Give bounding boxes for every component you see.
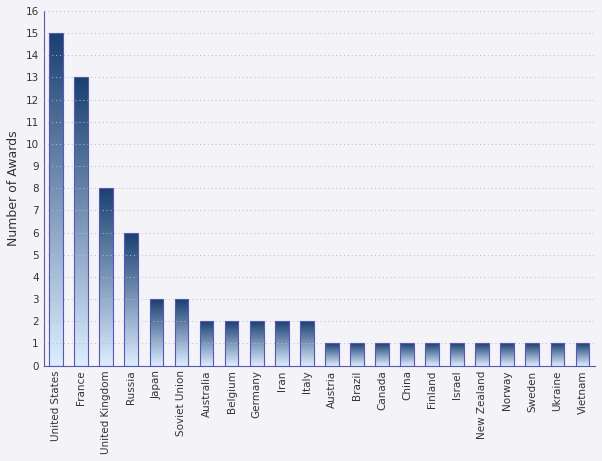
Bar [49,33,63,366]
Bar [476,343,489,366]
Bar [400,343,414,366]
Bar [74,77,88,366]
Bar [99,188,113,366]
Y-axis label: Number of Awards: Number of Awards [7,130,20,246]
Bar [375,343,389,366]
Bar [350,343,364,366]
Bar [325,343,339,366]
Bar [526,343,539,366]
Bar [425,343,439,366]
Bar [149,299,163,366]
Bar [450,343,464,366]
Bar [225,321,238,366]
Bar [576,343,589,366]
Bar [500,343,514,366]
Bar [200,321,214,366]
Bar [300,321,314,366]
Bar [275,321,288,366]
Bar [551,343,564,366]
Bar [250,321,264,366]
Bar [175,299,188,366]
Bar [125,233,138,366]
